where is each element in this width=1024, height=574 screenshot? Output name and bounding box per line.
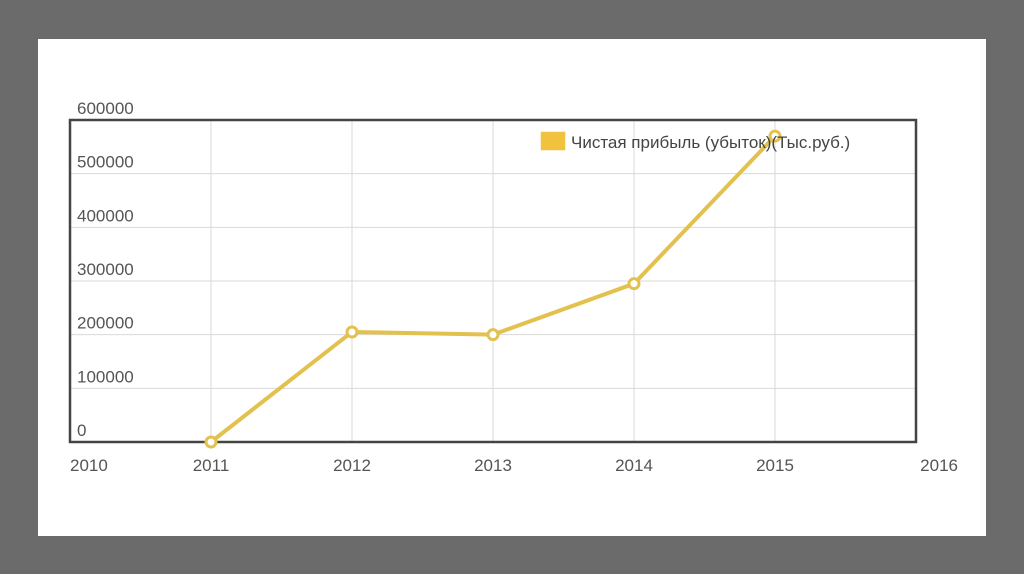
y-tick-label: 600000 — [77, 99, 134, 118]
x-tick-label: 2016 — [920, 456, 958, 475]
y-tick-label: 0 — [77, 421, 86, 440]
x-tick-label: 2013 — [474, 456, 512, 475]
data-point — [768, 129, 782, 143]
legend-label: Чистая прибыль (убыток)(Тыс.руб.) — [571, 133, 850, 152]
data-point — [345, 325, 359, 339]
y-tick-label: 300000 — [77, 260, 134, 279]
x-tick-label: 2012 — [333, 456, 371, 475]
grid — [70, 120, 916, 442]
y-tick-label: 100000 — [77, 367, 134, 386]
slide — [38, 39, 986, 536]
x-tick-label: 2010 — [70, 456, 108, 475]
y-tick-label: 400000 — [77, 206, 134, 225]
legend: Чистая прибыль (убыток)(Тыс.руб.) — [539, 130, 850, 152]
data-point — [204, 435, 218, 449]
x-tick-label: 2011 — [193, 456, 230, 475]
y-tick-label: 200000 — [77, 314, 134, 333]
series — [204, 129, 782, 449]
plot-area-border — [68, 118, 918, 444]
x-axis-tick-labels: 2010 2011 2012 2013 2014 2015 2016 — [70, 456, 958, 475]
data-point — [486, 328, 500, 342]
legend-swatch — [539, 130, 567, 152]
data-point — [627, 277, 641, 291]
y-axis-tick-labels: 0 100000 200000 300000 400000 500000 600000 — [77, 99, 134, 440]
x-tick-label: 2015 — [756, 456, 794, 475]
x-tick-label: 2014 — [615, 456, 653, 475]
y-tick-label: 500000 — [77, 153, 134, 172]
